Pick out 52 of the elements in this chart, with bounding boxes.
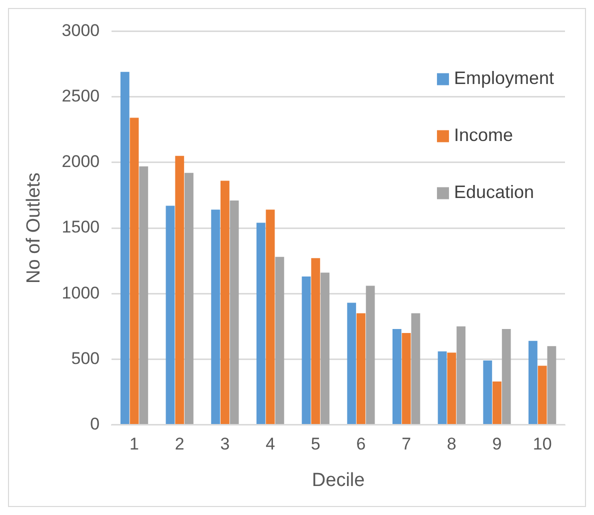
legend-label: Education (454, 182, 534, 202)
legend-label: Income (454, 125, 513, 146)
y-tick-label: 3000 (62, 20, 100, 40)
bar (220, 180, 230, 424)
bar (347, 302, 356, 424)
bar (538, 366, 547, 424)
bar (266, 210, 275, 424)
x-tick-label: 5 (310, 434, 320, 454)
y-tick-label: 2500 (62, 86, 100, 106)
bar (166, 206, 175, 424)
legend-label: Employment (454, 68, 554, 88)
bar (275, 256, 284, 424)
bar (320, 272, 330, 424)
x-tick-label: 1 (130, 434, 140, 454)
y-tick-label: 0 (90, 414, 100, 434)
bar (175, 156, 184, 424)
bar (211, 210, 220, 424)
bar (230, 200, 239, 424)
x-axis-title: Decile (312, 470, 365, 491)
y-tick-label: 1500 (62, 218, 100, 237)
bar (492, 382, 502, 424)
bar (547, 346, 556, 424)
bar (139, 166, 148, 424)
bar (130, 118, 139, 424)
bar (392, 329, 402, 424)
bar (302, 276, 311, 424)
x-tick-label: 8 (446, 434, 456, 454)
bar (438, 351, 447, 424)
y-tick-label: 1000 (62, 283, 100, 302)
bar (502, 329, 511, 424)
x-tick-label: 10 (532, 434, 552, 454)
x-tick-label: 7 (402, 434, 412, 454)
y-tick-label: 500 (71, 348, 100, 368)
bar (311, 258, 320, 424)
bar (256, 222, 266, 424)
bar (184, 172, 194, 424)
bar (456, 326, 466, 424)
bar (528, 340, 538, 424)
x-tick-label: 3 (220, 434, 230, 454)
bar (356, 313, 366, 424)
x-tick-label: 9 (492, 434, 502, 454)
y-axis-title: No of Outlets (24, 172, 45, 284)
x-tick-label: 4 (266, 434, 276, 454)
y-tick-label: 2000 (62, 152, 100, 172)
bar (402, 332, 411, 424)
bar (483, 360, 492, 424)
bar (411, 313, 420, 424)
x-tick-label: 6 (356, 434, 366, 454)
x-tick-label: 2 (174, 434, 184, 454)
bar (120, 72, 130, 424)
bar (366, 286, 375, 424)
bar (447, 352, 456, 424)
